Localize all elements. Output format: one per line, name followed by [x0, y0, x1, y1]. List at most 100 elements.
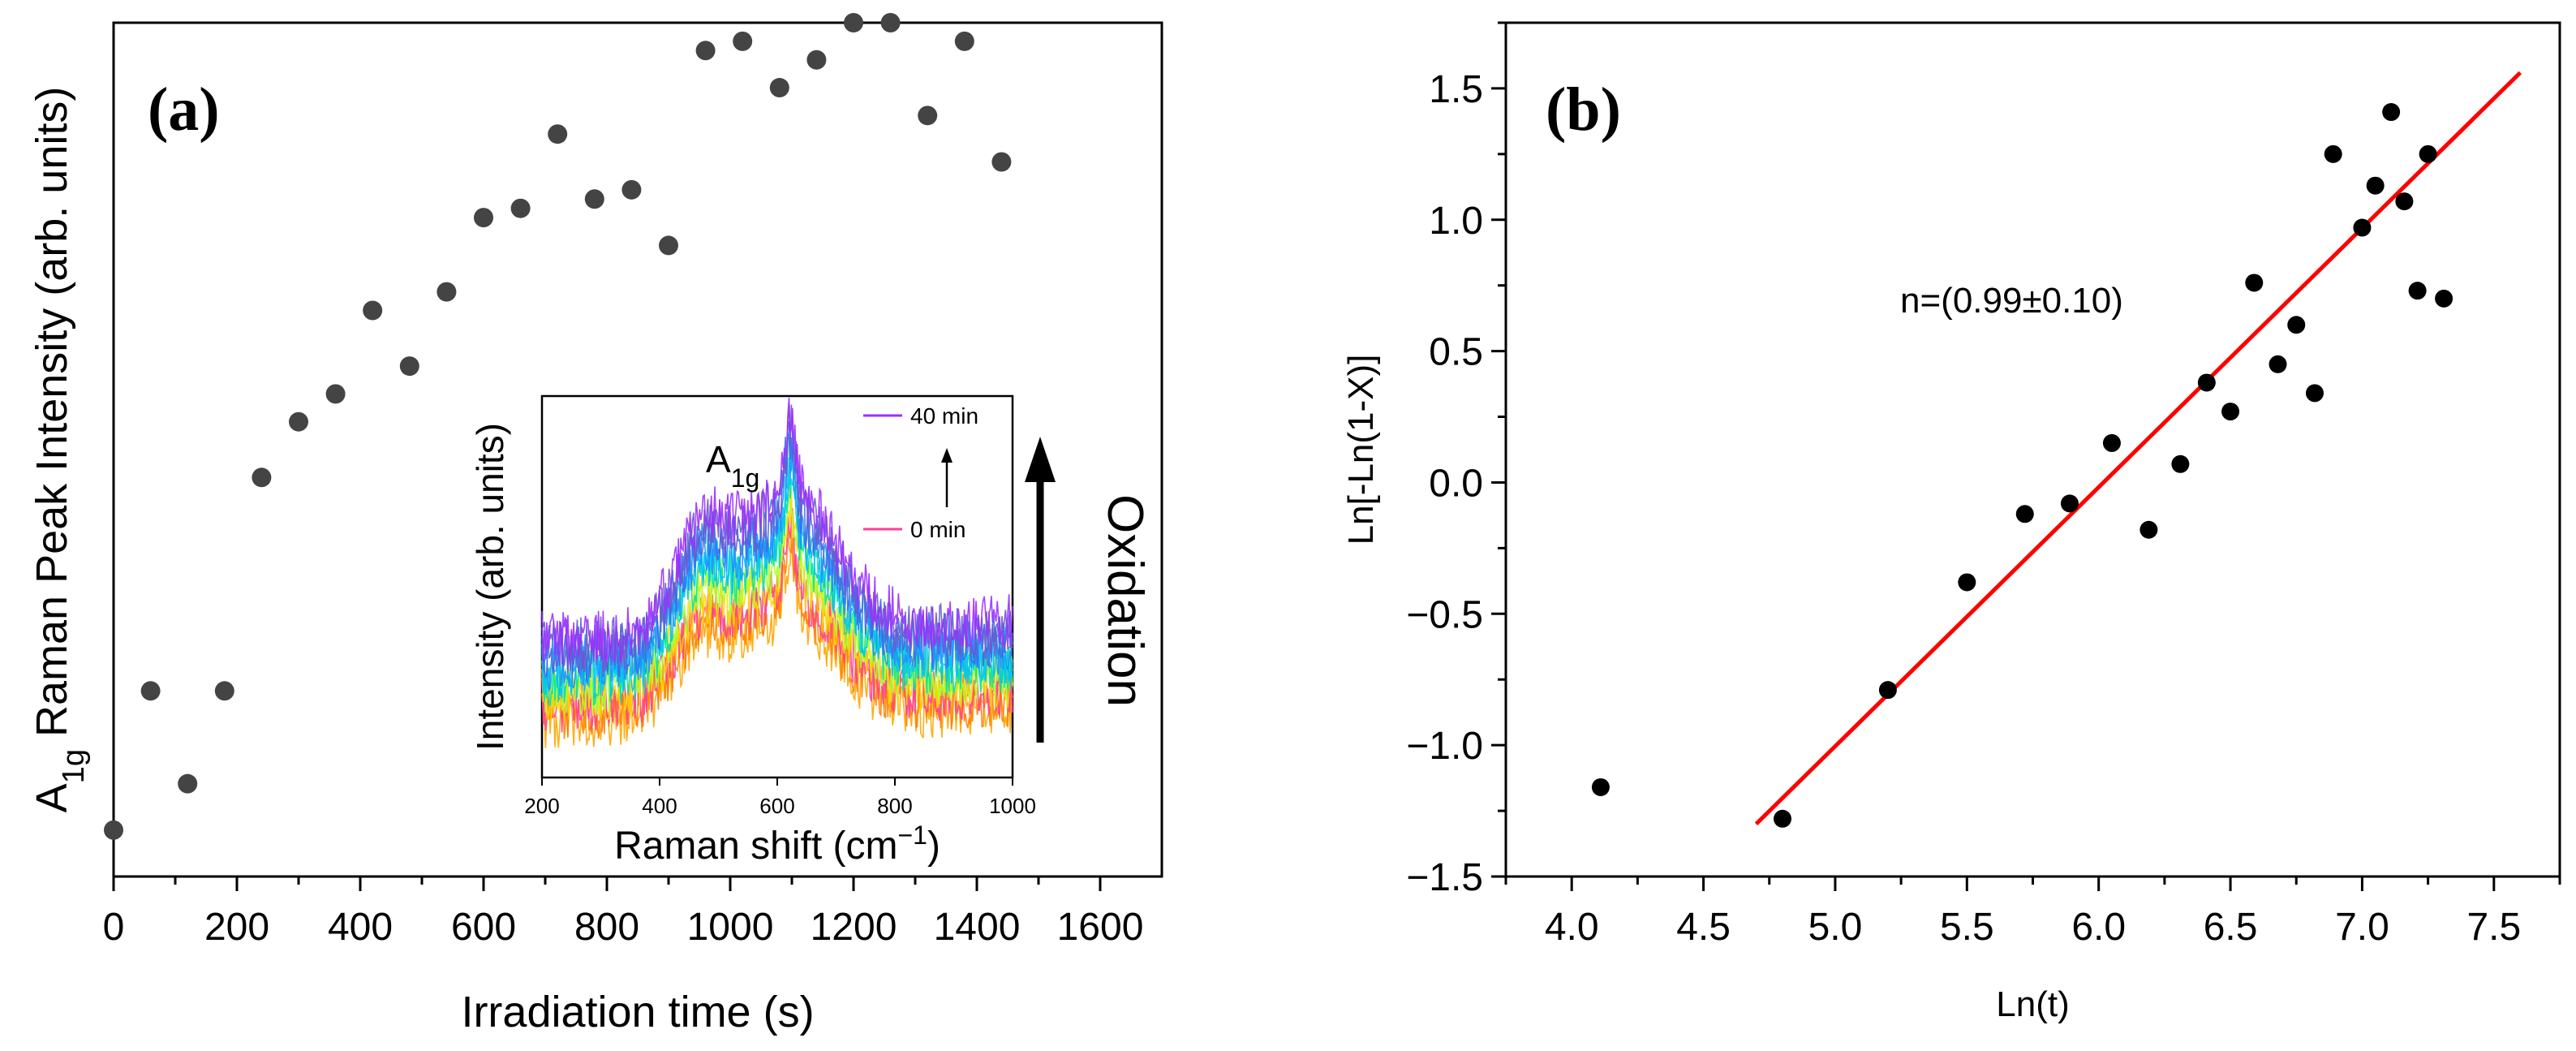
data-point — [2102, 433, 2121, 452]
x-tick-label: 5.0 — [1808, 906, 1863, 949]
inset-peak-label: A1g — [706, 438, 759, 493]
data-point — [178, 773, 198, 794]
data-point — [1773, 809, 1791, 828]
x-tick-label: 6.5 — [2204, 906, 2258, 949]
data-point — [733, 31, 753, 51]
inset-x-axis-label: Raman shift (cm−1) — [614, 821, 940, 868]
data-point — [2245, 274, 2264, 292]
x-tick-label: 800 — [574, 906, 639, 949]
inset-legend-bottom-label: 0 min — [910, 517, 965, 542]
data-point — [806, 50, 827, 70]
y-tick-label: −1.0 — [1406, 725, 1483, 768]
data-point — [2419, 144, 2437, 163]
y-axis-label: Ln[-Ln(1-X)] — [1341, 355, 1381, 545]
data-point — [659, 235, 678, 256]
data-point — [474, 208, 493, 228]
data-point — [252, 467, 272, 488]
data-point — [325, 384, 346, 404]
x-tick-label: 1400 — [934, 906, 1021, 949]
y-axis-label: A1g Raman Peak Intensity (arb. units) — [28, 87, 91, 813]
oxidation-arrow-head — [1025, 437, 1056, 482]
oxidation-label: Oxidation — [1097, 494, 1153, 707]
x-tick-label: 4.5 — [1676, 906, 1731, 949]
inset-x-tick-label: 600 — [759, 794, 794, 818]
data-point — [289, 411, 308, 432]
data-point — [140, 681, 161, 701]
data-point — [2382, 103, 2401, 122]
y-tick-label: −0.5 — [1406, 593, 1483, 636]
panel-label: (b) — [1546, 75, 1621, 144]
data-point — [2015, 505, 2034, 523]
inset-legend-top-label: 40 min — [910, 403, 978, 429]
data-point — [2353, 218, 2372, 237]
inset-x-tick-label: 400 — [642, 794, 677, 818]
data-point — [2366, 176, 2385, 195]
data-point — [954, 31, 974, 51]
y-tick-label: 0.5 — [1429, 331, 1483, 374]
inset-spectrum-line — [541, 397, 1013, 665]
data-point — [918, 106, 938, 126]
data-point — [2060, 494, 2079, 513]
panel-label: (a) — [148, 75, 220, 144]
x-tick-label: 4.0 — [1545, 906, 1599, 949]
x-tick-label: 200 — [204, 906, 269, 949]
y-tick-label: 1.5 — [1429, 68, 1483, 111]
y-tick-label: −1.5 — [1406, 856, 1483, 899]
panel-a-inset-chart: 200 400 600 800 1000 Raman shift (cm−1) Intens… — [469, 394, 1153, 868]
x-axis-label: Irradiation time (s) — [461, 988, 814, 1036]
plot-frame — [112, 21, 1163, 878]
data-point — [510, 198, 531, 218]
data-point — [2197, 373, 2216, 392]
data-point — [104, 820, 123, 840]
x-tick-label: 1600 — [1057, 906, 1144, 949]
data-point — [844, 13, 863, 32]
data-point — [2287, 316, 2306, 334]
data-point — [2324, 144, 2342, 163]
x-axis-label: Ln(t) — [1996, 984, 2069, 1024]
data-point — [214, 681, 234, 701]
data-point — [769, 78, 789, 98]
data-point — [584, 189, 604, 209]
data-point — [2395, 192, 2414, 211]
inset-legend-arrow-head — [941, 448, 953, 463]
panel-b-chart: 4.0 4.5 5.0 5.5 6.0 6.5 7.0 7.5 −1.5 −1.0 −0.5 0.0 0… — [1341, 21, 2561, 1024]
panel-a-chart: 0 200 400 600 800 1000 1200 1400 1600 Irradiation… — [28, 13, 1163, 1036]
x-tick-label: 6.0 — [2071, 906, 2126, 949]
data-point — [548, 124, 568, 144]
inset-x-tick-label: 1000 — [989, 794, 1036, 818]
fit-annotation: n=(0.99±0.10) — [1900, 281, 2123, 321]
x-tick-label: 7.5 — [2466, 906, 2521, 949]
data-point — [2305, 384, 2324, 403]
data-point — [1878, 681, 1897, 700]
x-tick-label: 7.0 — [2335, 906, 2389, 949]
inset-x-tick-label: 800 — [877, 794, 912, 818]
inset-y-axis-label: Intensity (arb. units) — [469, 423, 511, 751]
data-point — [2435, 289, 2453, 308]
data-point — [2408, 282, 2427, 300]
data-point — [399, 356, 419, 377]
plot-frame — [1504, 21, 2561, 878]
x-tick-label: 400 — [328, 906, 393, 949]
data-point — [2171, 454, 2190, 473]
y-tick-label: 1.0 — [1429, 200, 1483, 243]
x-tick-label: 1000 — [687, 906, 774, 949]
data-point — [2221, 403, 2240, 421]
data-point — [2269, 355, 2287, 373]
x-tick-label: 0 — [103, 906, 125, 949]
data-point — [363, 300, 383, 321]
data-point — [1591, 777, 1610, 796]
data-point — [880, 13, 901, 32]
y-tick-label: 0.0 — [1429, 462, 1483, 505]
x-tick-label: 5.5 — [1940, 906, 1994, 949]
data-point — [695, 41, 716, 61]
data-point — [621, 179, 642, 200]
data-point — [991, 152, 1012, 172]
data-point — [1958, 573, 1976, 592]
x-tick-label: 1200 — [811, 906, 897, 949]
fit-line — [1754, 71, 2522, 826]
x-tick-label: 600 — [451, 906, 516, 949]
data-point — [437, 282, 457, 302]
data-point — [2139, 520, 2158, 539]
inset-x-tick-label: 200 — [524, 794, 559, 818]
